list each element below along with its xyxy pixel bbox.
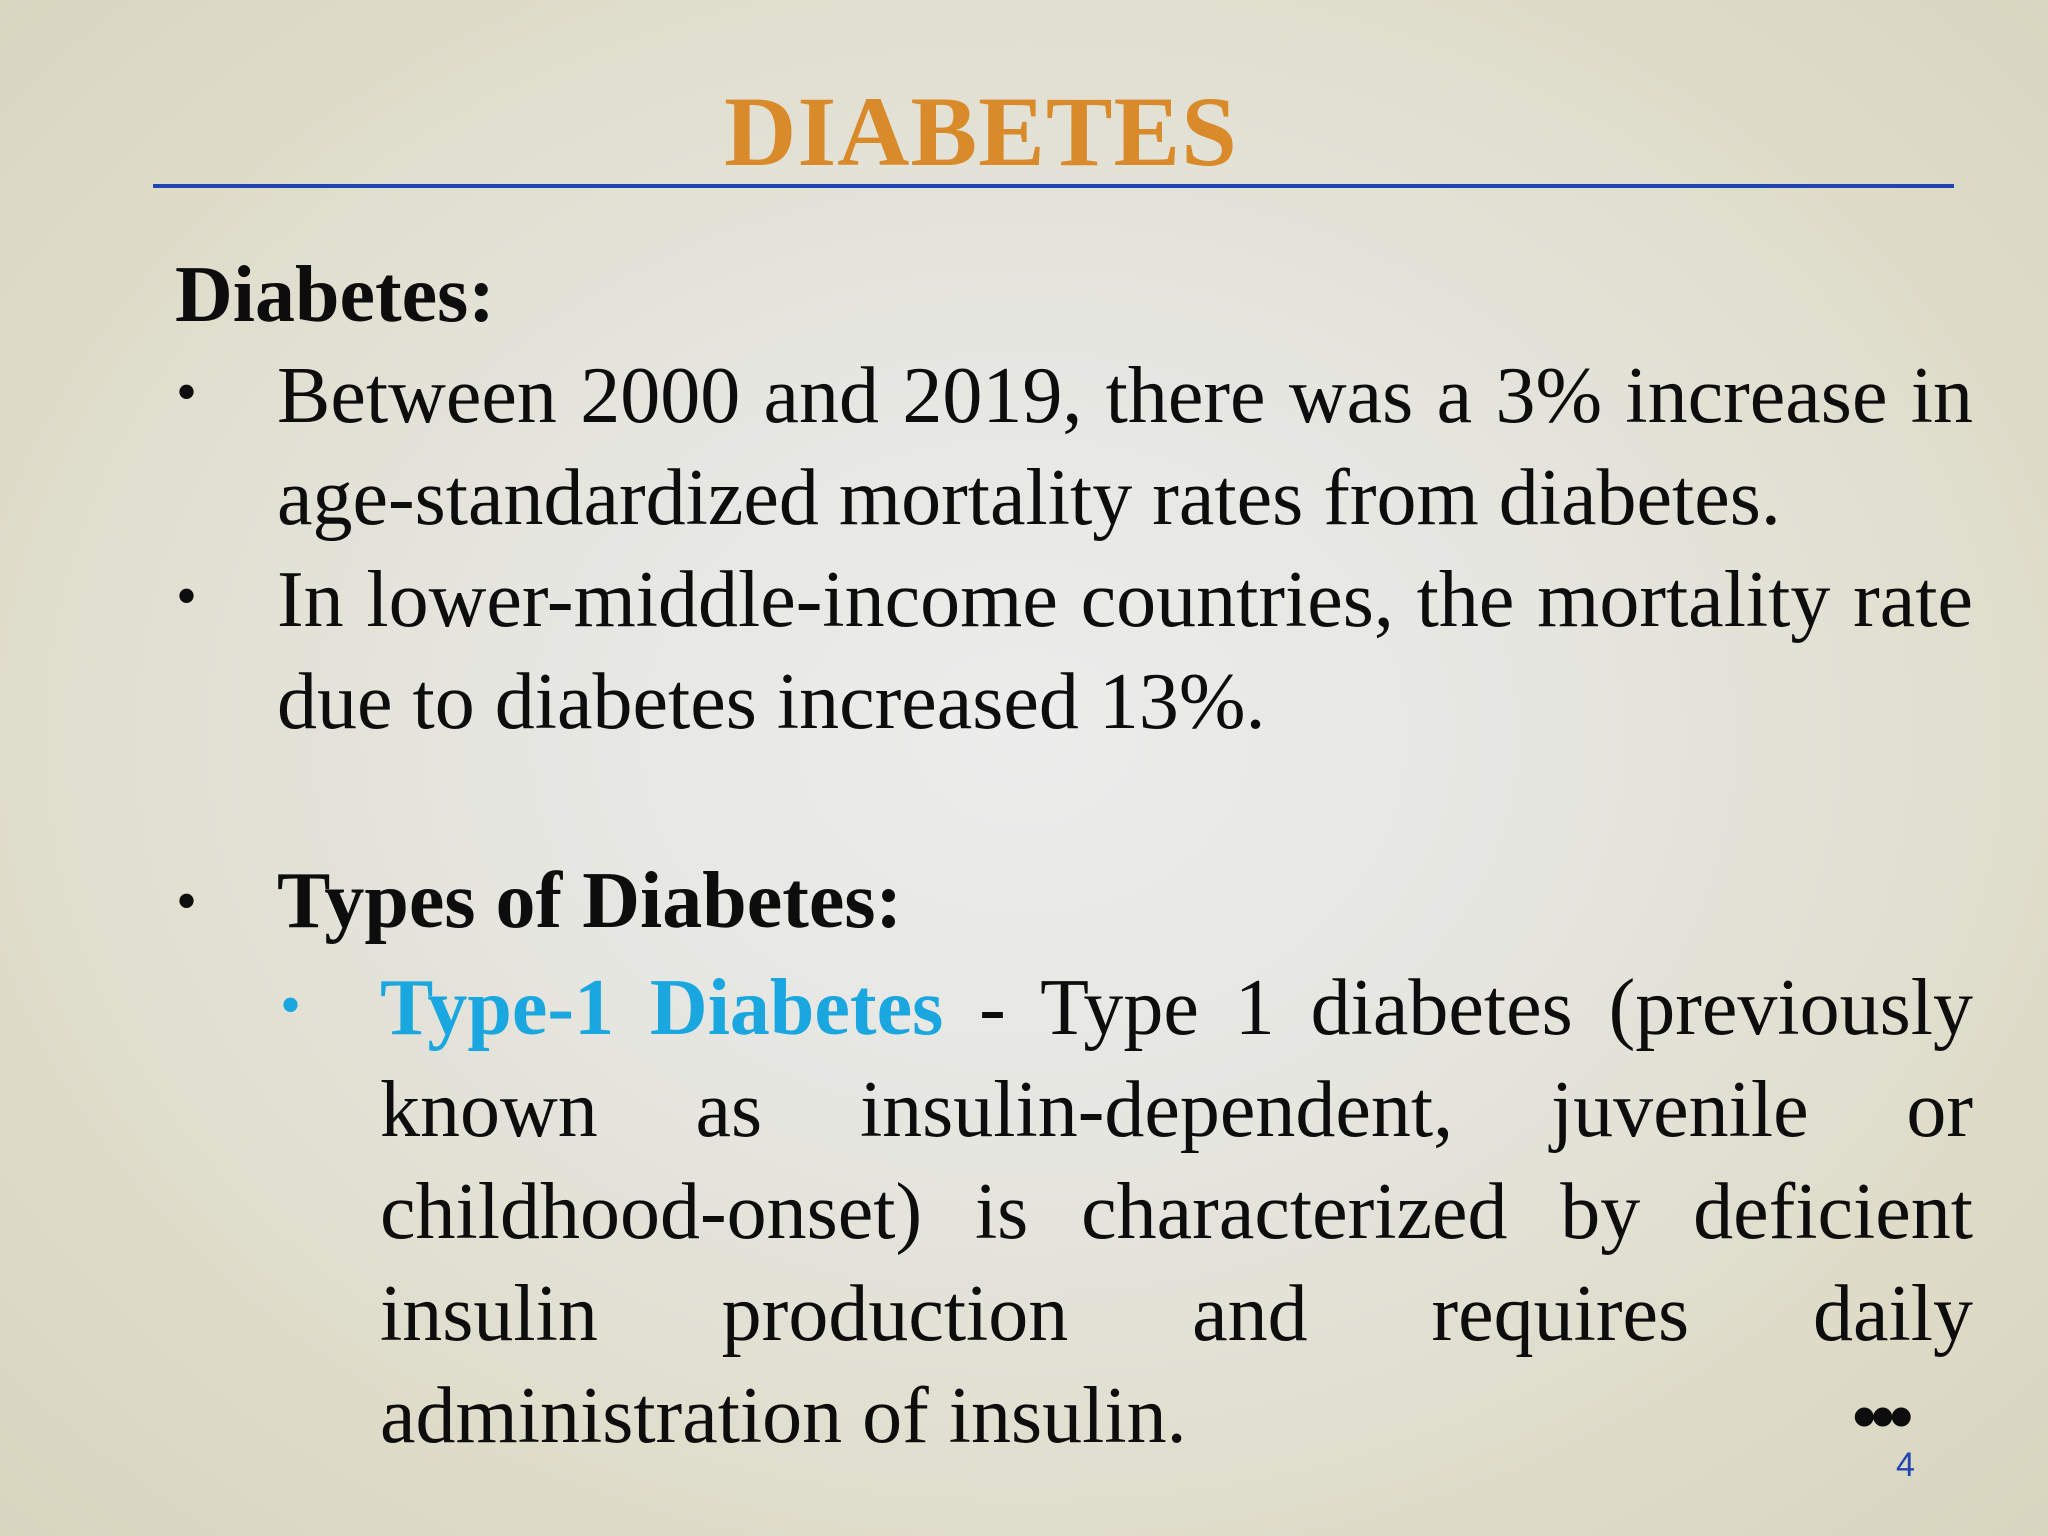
type-1-label: Type-1 Diabetes [380, 964, 944, 1052]
type-1-description: - Type 1 diabetes (previously known as i… [380, 964, 1974, 1460]
page-number: 4 [1896, 1446, 1915, 1484]
bullet-icon: • [176, 563, 198, 629]
bullet-icon: • [176, 868, 198, 934]
types-heading: Types of Diabetes: [277, 857, 903, 945]
sub-bullet-icon: • [280, 972, 302, 1038]
bullet-text-lower-middle-income: In lower-middle-income countries, the mo… [277, 556, 1973, 746]
section-heading: Diabetes: [175, 251, 495, 339]
bullet-text-mortality-increase: Between 2000 and 2019, there was a 3% in… [277, 352, 1973, 542]
title-divider [153, 184, 1954, 188]
slide-title: DIABETES [724, 76, 1238, 187]
bullet-icon: • [176, 359, 198, 425]
type-1-description-block: Type-1 Diabetes - Type 1 diabetes (previ… [380, 957, 1973, 1467]
continue-ellipsis-icon: ••• [1852, 1379, 1913, 1456]
